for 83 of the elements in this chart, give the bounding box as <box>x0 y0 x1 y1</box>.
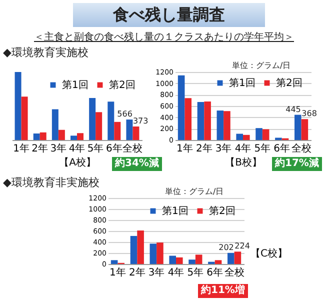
bar <box>33 133 40 140</box>
bar <box>227 252 234 264</box>
x-tick-label: 全校 <box>224 266 244 278</box>
bar <box>214 260 222 264</box>
data-label: 373 <box>132 116 148 126</box>
bar <box>52 109 58 140</box>
bar <box>243 134 250 140</box>
bar <box>110 260 118 264</box>
text: ◆環境教育実施校 <box>3 46 88 59</box>
x-tick-label: 5年 <box>87 142 104 154</box>
x-axis-title: 【A校】 <box>59 156 96 168</box>
legend-label: 第2回 <box>109 79 136 91</box>
text: 約11%増 <box>198 284 248 298</box>
bar <box>96 112 102 140</box>
chart-title: 食べ残し量調査 <box>73 3 265 27</box>
x-tick-label: 2年 <box>196 142 212 154</box>
x-tick-label: 3年 <box>215 142 232 154</box>
bar <box>224 111 230 140</box>
x-tick-label: 6年 <box>274 142 290 154</box>
bar <box>58 130 65 140</box>
x-tick-label: 6年 <box>106 142 122 154</box>
bar <box>256 128 262 140</box>
x-axis-title: 【C校】 <box>250 248 288 260</box>
x-tick-label: 全校 <box>291 142 312 154</box>
bar <box>234 252 242 264</box>
bar <box>188 260 196 264</box>
bar <box>89 98 96 140</box>
bar <box>216 110 224 140</box>
bar <box>184 98 192 140</box>
bar <box>195 254 202 264</box>
bar <box>156 242 164 264</box>
legend-label: 第1回 <box>62 79 88 91</box>
data-label: 224 <box>234 242 250 251</box>
x-tick-label: 3年 <box>50 142 67 154</box>
x-tick-label: 5年 <box>187 266 204 278</box>
bar <box>176 257 183 264</box>
x-tick-label: 6年 <box>206 266 224 278</box>
text: 単位：グラム/日 <box>232 60 291 72</box>
x-tick-label: 5年 <box>254 142 271 154</box>
data-label: 368 <box>302 109 317 118</box>
bar <box>204 101 211 140</box>
legend-label: 第1回 <box>229 77 256 89</box>
x-tick-label: 全校 <box>122 142 143 154</box>
legend-label: 第2回 <box>209 205 236 217</box>
bar <box>150 244 157 264</box>
bar <box>21 96 28 140</box>
text: 単位：グラム/日 <box>165 186 224 198</box>
bar <box>77 133 84 140</box>
x-tick-label: 3年 <box>148 266 165 278</box>
x-tick-label: 1年 <box>13 142 30 154</box>
bar <box>14 72 22 140</box>
x-axis-title: 【B校】 <box>225 156 262 168</box>
bar <box>169 256 176 264</box>
bar <box>132 126 140 140</box>
x-tick-label: 2年 <box>32 142 48 154</box>
bar <box>294 114 302 140</box>
legend-label: 第2回 <box>276 77 302 89</box>
data-label: 202 <box>218 242 234 252</box>
bar <box>108 102 114 140</box>
text: ＜主食と副食の食べ残し量の１クラスあたりの学年平均＞ <box>33 32 295 44</box>
x-tick-label: 4年 <box>68 142 86 154</box>
x-tick-label: 4年 <box>234 142 252 154</box>
x-tick-label: 1年 <box>176 142 193 154</box>
data-label: 445 <box>286 104 301 114</box>
bar <box>130 236 138 264</box>
x-tick-label: 2年 <box>128 266 146 278</box>
bar <box>137 230 144 264</box>
bar <box>70 136 77 140</box>
bar <box>114 122 121 140</box>
legend-label: 第1回 <box>162 205 188 217</box>
bar <box>262 129 270 140</box>
bar <box>178 75 185 140</box>
text: ◆環境教育非実施校 <box>3 176 100 189</box>
bar <box>197 102 204 140</box>
x-tick-label: 1年 <box>110 266 126 278</box>
bar <box>301 119 308 140</box>
bar <box>236 134 243 140</box>
x-tick-label: 4年 <box>168 266 184 278</box>
text: 約17%減 <box>272 157 322 171</box>
data-label: 566 <box>117 110 132 119</box>
text: 約34%減 <box>112 157 162 171</box>
bar <box>40 132 46 140</box>
bar <box>126 120 133 140</box>
